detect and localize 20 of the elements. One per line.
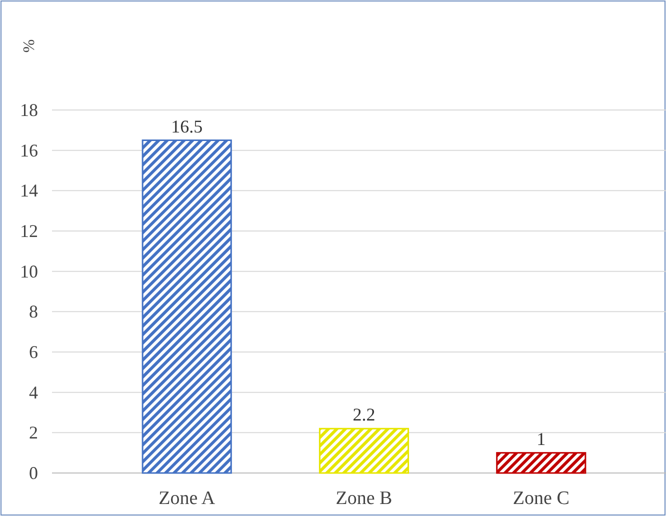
y-axis-title: % (21, 39, 38, 53)
bar (142, 140, 232, 474)
y-tick-label: 4 (29, 382, 38, 402)
y-tick-label: 12 (20, 221, 38, 241)
bar (318, 428, 410, 474)
bar (496, 452, 586, 474)
x-tick-label: Zone B (336, 488, 392, 509)
y-tick-label: 14 (20, 180, 38, 201)
y-tick-label: 8 (29, 302, 38, 322)
y-tick-label: 16 (20, 140, 38, 160)
data-label: 2.2 (352, 404, 376, 425)
y-tick-label: 6 (29, 342, 38, 362)
y-tick-label: 18 (20, 100, 38, 120)
x-tick-label: Zone C (512, 488, 570, 509)
data-label: 16.5 (171, 116, 203, 136)
x-tick-label: Zone A (158, 488, 216, 509)
data-label: 1 (536, 428, 546, 449)
y-tick-label: 0 (29, 463, 38, 483)
y-tick-label: 10 (20, 261, 38, 282)
y-tick-label: 2 (29, 422, 38, 443)
